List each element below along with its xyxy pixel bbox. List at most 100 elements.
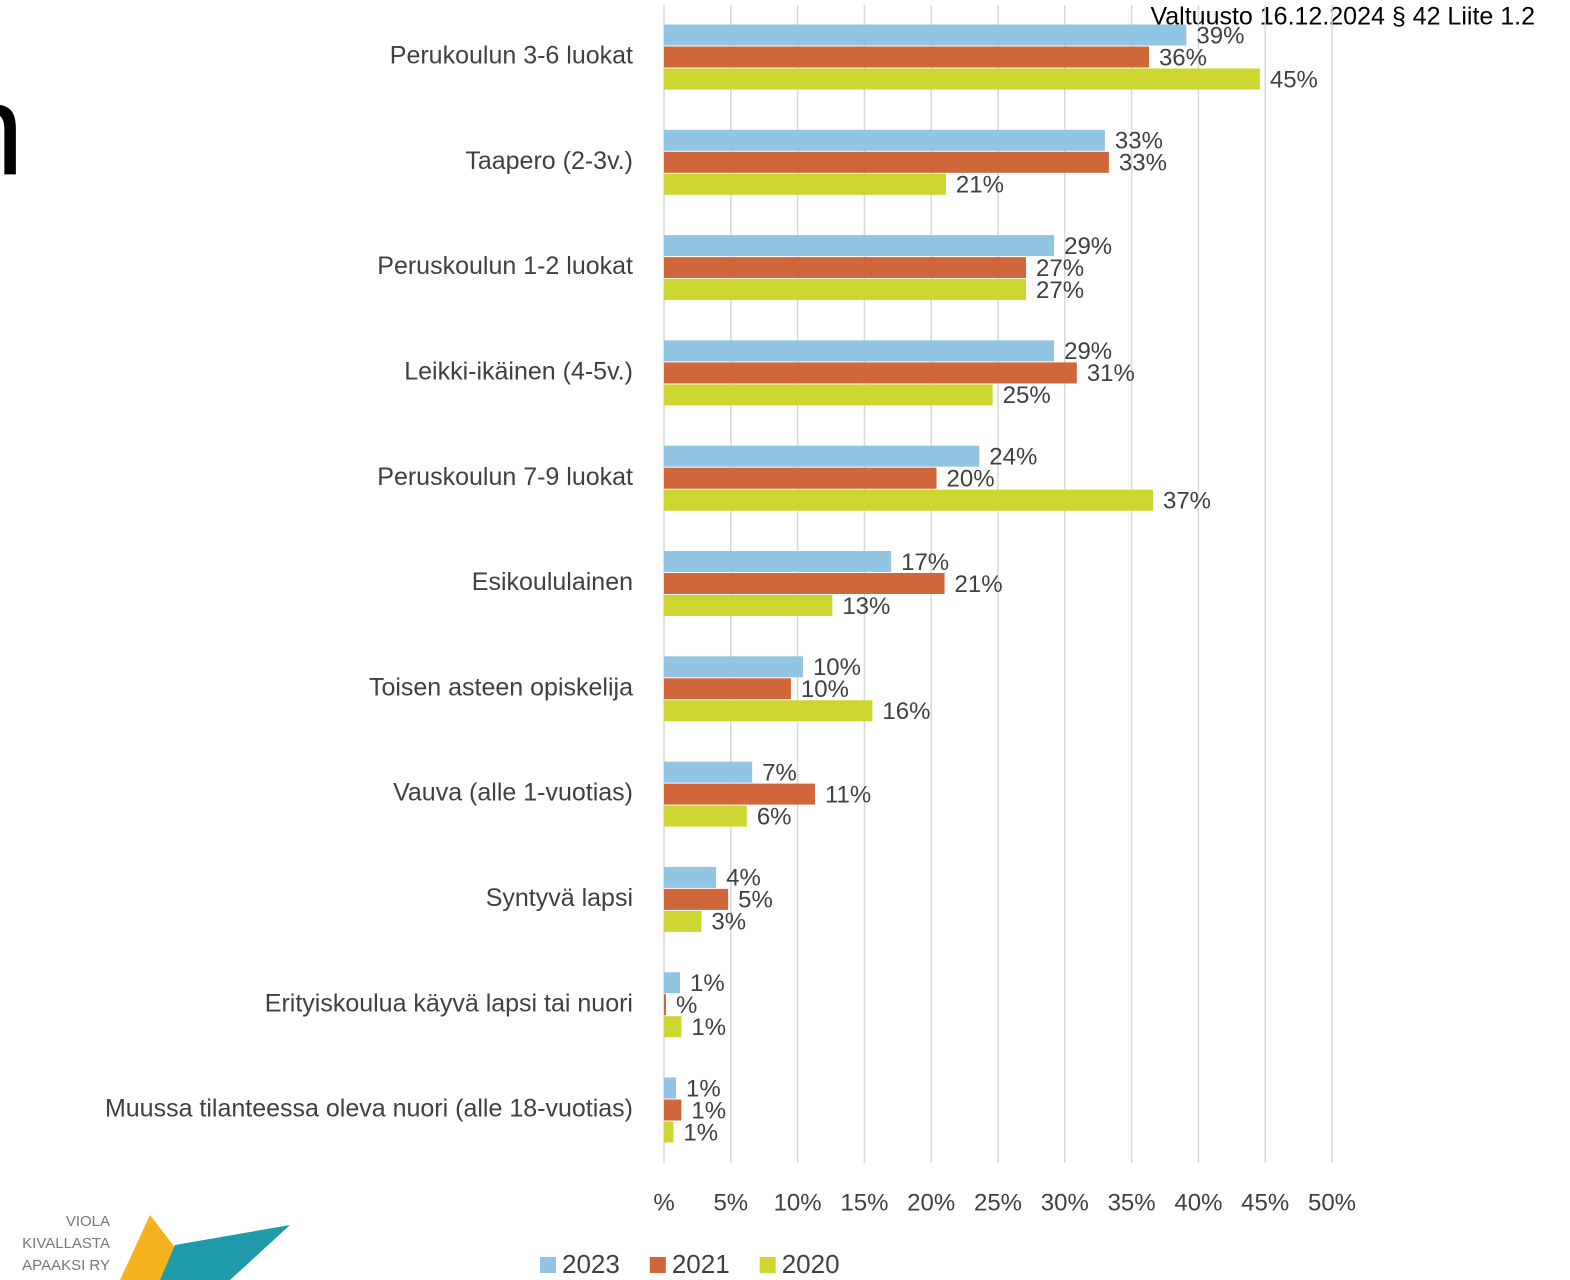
data-label: 10% xyxy=(801,676,849,703)
data-label: 6% xyxy=(757,803,792,830)
bar xyxy=(664,489,1153,511)
bar xyxy=(664,129,1105,151)
x-tick-label: 30% xyxy=(1041,1189,1089,1216)
y-tick-label: Peruskoulun 7-9 luokat xyxy=(377,463,633,491)
y-tick-label: Leikki-ikäinen (4-5v.) xyxy=(404,358,633,386)
logo-text: APAAKSI RY xyxy=(22,1257,110,1274)
y-tick-label: Perukoulun 3-6 luokat xyxy=(390,42,633,70)
data-label: 1% xyxy=(691,1014,726,1041)
data-label: 24% xyxy=(989,444,1037,471)
data-label: 5% xyxy=(738,887,773,914)
data-label: 1% xyxy=(686,1075,721,1102)
legend-swatch xyxy=(759,1257,776,1273)
bar xyxy=(664,257,1027,279)
bar xyxy=(664,46,1149,68)
bar xyxy=(664,910,702,932)
y-tick-label: Erityiskoulua käyvä lapsi tai nuori xyxy=(265,989,633,1017)
x-tick-label: 40% xyxy=(1174,1189,1222,1216)
y-tick-label: Taapero (2-3v.) xyxy=(465,147,633,175)
y-tick-label: Esikoululainen xyxy=(472,568,633,596)
y-tick-label: Toisen asteen opiskelija xyxy=(369,673,633,701)
bar xyxy=(664,783,815,805)
x-tick-label: 50% xyxy=(1308,1189,1356,1216)
bar xyxy=(664,445,980,467)
data-label: 39% xyxy=(1196,22,1244,49)
data-label: % xyxy=(676,992,697,1019)
legend-label: 2020 xyxy=(782,1249,840,1279)
bar xyxy=(664,866,717,888)
bar xyxy=(664,68,1260,90)
data-label: 29% xyxy=(1064,233,1112,260)
bar xyxy=(664,994,667,1016)
bar xyxy=(664,761,753,783)
data-label: 1% xyxy=(683,1119,718,1146)
header: Valtuusto 16.12.2024 § 42 Liite 1.2 xyxy=(1150,3,1535,31)
x-tick-label: 35% xyxy=(1108,1189,1156,1216)
data-label: 29% xyxy=(1064,338,1112,365)
bar xyxy=(664,656,803,678)
x-tick-label: 15% xyxy=(840,1189,888,1216)
y-tick-label: Peruskoulun 1-2 luokat xyxy=(377,252,633,280)
bar xyxy=(664,1099,682,1121)
data-label: 10% xyxy=(813,654,861,681)
data-label: 27% xyxy=(1036,277,1084,304)
data-label: 31% xyxy=(1087,360,1135,387)
data-label: 11% xyxy=(825,781,871,808)
bar xyxy=(664,700,873,722)
data-label: 27% xyxy=(1036,255,1084,282)
logo-text: KIVALLASTA xyxy=(22,1235,110,1252)
data-label: 33% xyxy=(1119,150,1167,177)
bar xyxy=(664,173,946,195)
bar xyxy=(664,340,1055,362)
legend-label: 2021 xyxy=(672,1249,730,1279)
data-label: 7% xyxy=(762,759,797,786)
title-fragment: n xyxy=(0,56,24,202)
x-tick-label: 20% xyxy=(907,1189,955,1216)
x-tick-label: 45% xyxy=(1241,1189,1289,1216)
x-tick-label: % xyxy=(653,1189,674,1216)
data-label: 33% xyxy=(1115,128,1163,155)
data-label: 13% xyxy=(842,593,890,620)
x-tick-label: 5% xyxy=(713,1189,748,1216)
data-label: 16% xyxy=(882,698,930,725)
bar xyxy=(664,551,892,572)
bar xyxy=(664,678,791,700)
data-label: 21% xyxy=(955,571,1003,598)
data-label: 37% xyxy=(1163,488,1211,515)
bar xyxy=(664,805,747,827)
bar xyxy=(664,151,1109,173)
x-tick-label: 25% xyxy=(974,1189,1022,1216)
logo-shape xyxy=(160,1225,290,1280)
x-tick-label: 10% xyxy=(774,1189,822,1216)
y-tick-label: Vauva (alle 1-vuotias) xyxy=(393,779,633,807)
data-label: 36% xyxy=(1159,44,1207,71)
legend-swatch xyxy=(540,1257,556,1273)
data-label: 25% xyxy=(1003,382,1051,409)
y-tick-label: Syntyvä lapsi xyxy=(486,884,633,912)
data-label: 17% xyxy=(901,549,949,576)
bar xyxy=(664,1016,682,1038)
bar xyxy=(664,972,681,994)
data-label: 21% xyxy=(956,172,1004,199)
data-label: 1% xyxy=(690,970,725,997)
bar xyxy=(664,362,1077,384)
legend-swatch xyxy=(649,1257,666,1273)
bar xyxy=(664,1121,674,1143)
bar xyxy=(664,279,1027,301)
logo-text: VIOLA xyxy=(66,1213,110,1230)
bar xyxy=(664,24,1187,46)
legend-label: 2023 xyxy=(562,1249,620,1279)
data-label: 4% xyxy=(726,865,761,892)
bar xyxy=(664,888,729,910)
bar xyxy=(664,467,937,489)
bar xyxy=(664,235,1055,257)
data-label: 20% xyxy=(947,466,995,493)
bar xyxy=(664,595,833,616)
data-label: 1% xyxy=(691,1097,726,1124)
y-tick-label: Muussa tilanteessa oleva nuori (alle 18-… xyxy=(105,1095,633,1123)
bar xyxy=(664,573,945,594)
data-label: 45% xyxy=(1270,66,1318,93)
bar xyxy=(664,1077,677,1099)
